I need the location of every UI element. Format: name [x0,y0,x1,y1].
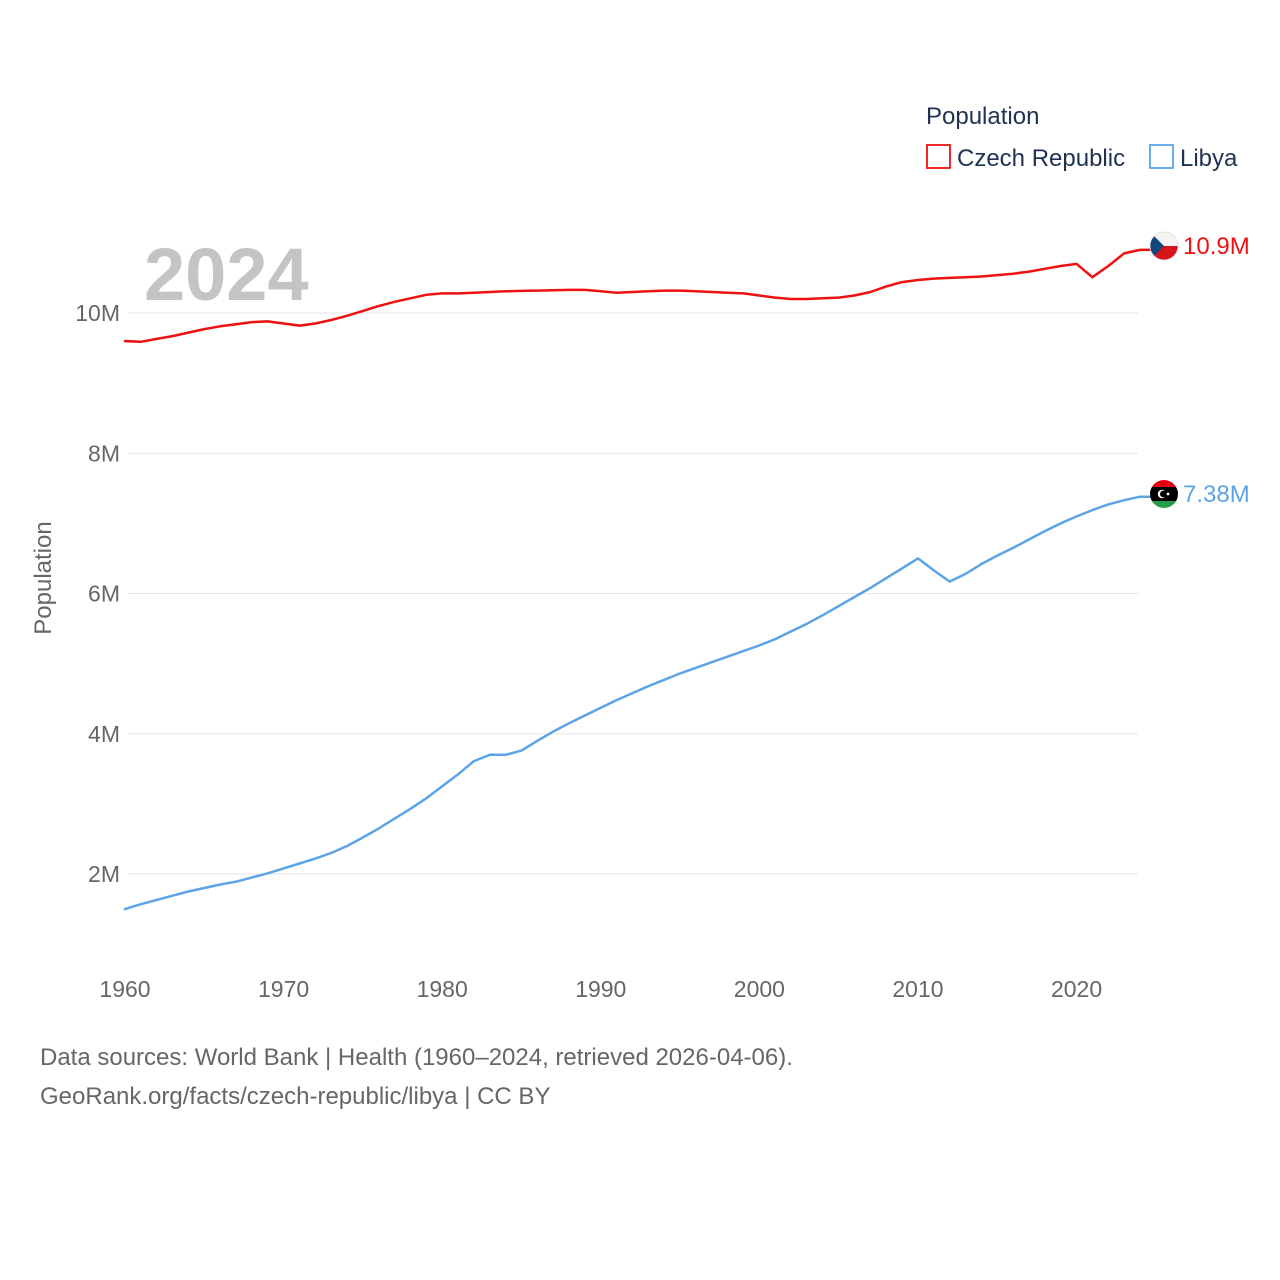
y-gridlines [128,312,1138,875]
x-tick-label: 2000 [734,976,785,1002]
legend-title: Population [926,103,1039,130]
y-tick-label: 6M [88,581,120,607]
x-tick-label: 1970 [258,976,309,1002]
x-tick-label: 2020 [1051,976,1102,1002]
year-label: 2024 [144,233,309,316]
czech-flag-icon [1150,232,1178,260]
legend: Population Czech Republic Libya [926,103,1238,172]
libya-end-label: 7.38M [1183,481,1250,508]
x-axis-ticks: 1960 1970 1980 1990 2000 2010 2020 [99,976,1102,1002]
y-tick-label: 10M [75,300,120,326]
x-tick-label: 1990 [575,976,626,1002]
y-tick-label: 2M [88,861,120,887]
y-axis-title: Population [30,521,57,634]
y-axis-ticks: 2M 4M 6M 8M 10M [75,300,120,887]
legend-swatch-czech-republic[interactable] [926,144,951,169]
legend-swatch-libya[interactable] [1149,144,1174,169]
x-tick-label: 2010 [892,976,943,1002]
source-link[interactable]: GeoRank.org/facts/czech-republic/libya |… [40,1083,551,1110]
czech-republic-end-label: 10.9M [1183,233,1250,260]
czech-republic-line [123,248,1156,344]
x-tick-label: 1960 [99,976,150,1002]
legend-label-czech-republic[interactable]: Czech Republic [957,145,1125,172]
x-tick-label: 1980 [417,976,468,1002]
libya-flag-icon [1150,480,1178,508]
y-tick-label: 4M [88,721,120,747]
libya-line [123,495,1156,911]
legend-label-libya[interactable]: Libya [1180,145,1238,172]
y-tick-label: 8M [88,440,120,466]
source-attribution: Data sources: World Bank | Health (1960–… [40,1044,793,1071]
